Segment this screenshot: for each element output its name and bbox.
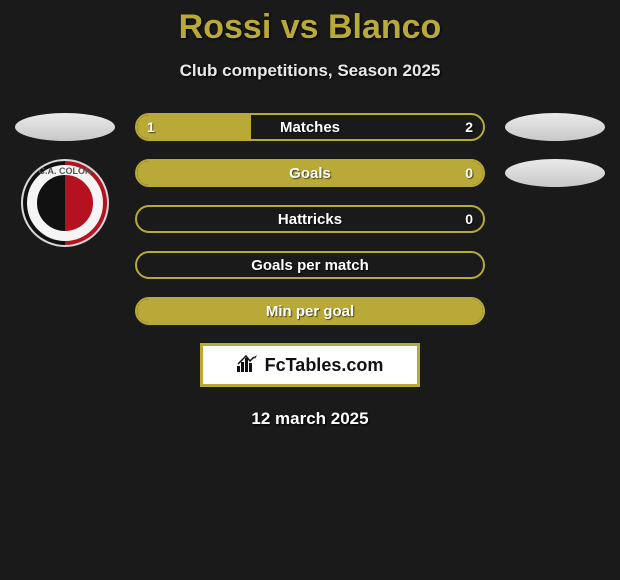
stat-value-right: 2 (465, 115, 473, 139)
stat-label: Goals (137, 161, 483, 185)
right-column (500, 113, 620, 187)
stat-value-left: 1 (147, 115, 155, 139)
stat-bar: Matches1 2 (135, 113, 485, 141)
stat-label: Min per goal (137, 299, 483, 323)
brand-text: FcTables.com (265, 355, 384, 376)
stat-bars: Matches12Goals0Hattricks0Goals per match… (120, 113, 500, 325)
page-title: Rossi vs Blanco (0, 8, 620, 47)
right-player-ellipse (505, 113, 605, 141)
stat-label: Goals per match (137, 253, 483, 277)
main-row: C.A. COLON Matches12Goals0Hattricks0Goal… (0, 113, 620, 325)
left-club-name: C.A. COLON (23, 166, 107, 176)
left-player-ellipse (15, 113, 115, 141)
stat-label: Hattricks (137, 207, 483, 231)
brand-badge[interactable]: FcTables.com (200, 343, 420, 387)
stat-bar: Goals per match (135, 251, 485, 279)
stat-label: Matches (137, 115, 483, 139)
stat-value-right: 0 (465, 161, 473, 185)
stat-bar: Hattricks0 (135, 205, 485, 233)
stat-value-right: 0 (465, 207, 473, 231)
comparison-widget: Rossi vs Blanco Club competitions, Seaso… (0, 0, 620, 580)
date-label: 12 march 2025 (0, 409, 620, 429)
left-club-logo: C.A. COLON (21, 159, 109, 247)
right-club-ellipse (505, 159, 605, 187)
stat-bar: Min per goal (135, 297, 485, 325)
chart-icon (237, 354, 259, 377)
left-column: C.A. COLON (0, 113, 120, 247)
subtitle: Club competitions, Season 2025 (0, 61, 620, 81)
stat-bar: Goals0 (135, 159, 485, 187)
